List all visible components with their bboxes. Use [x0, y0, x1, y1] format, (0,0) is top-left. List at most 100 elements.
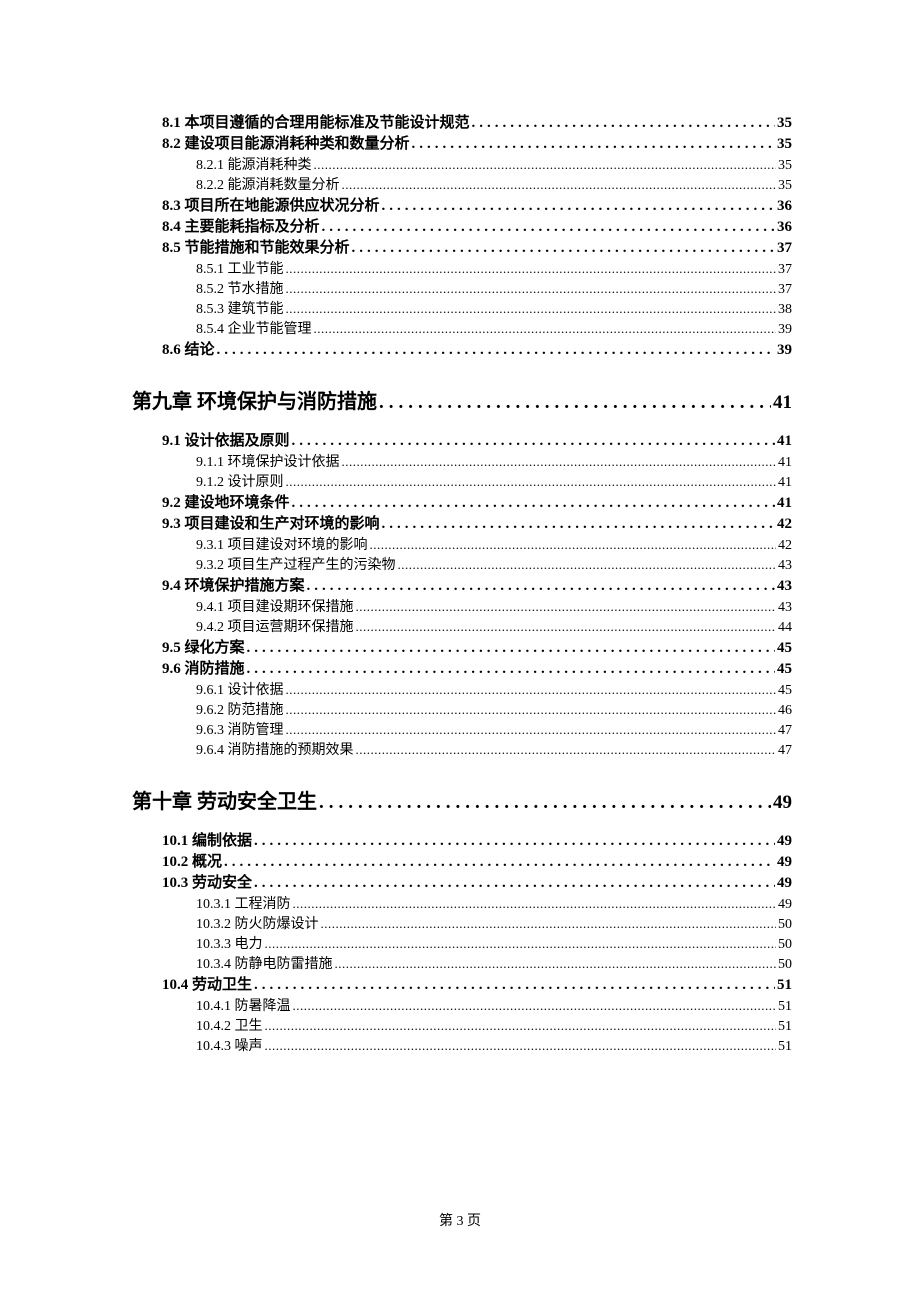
toc-entry-page: 51: [778, 1000, 792, 1014]
toc-entry-page: 49: [777, 855, 792, 870]
toc-entry: 10.3.3 电力...............................…: [196, 937, 792, 952]
toc-leader-dots: ........................................…: [314, 322, 777, 335]
toc-entry-page: 42: [778, 539, 792, 553]
toc-entry-label: 9.6.2 防范措施: [196, 704, 284, 718]
toc-leader-dots: ........................................…: [293, 999, 777, 1012]
toc-entry-label: 8.5 节能措施和节能效果分析: [162, 241, 350, 256]
toc-entry: 8.6 结论..................................…: [162, 343, 792, 358]
toc-entry: 9.1.2 设计原则..............................…: [196, 475, 792, 490]
toc-entry-label: 8.2.2 能源消耗数量分析: [196, 179, 340, 193]
toc-entry-page: 49: [777, 834, 792, 849]
toc-entry: 10.4.2 卫生...............................…: [196, 1019, 792, 1034]
toc-leader-dots: ........................................…: [307, 579, 775, 594]
toc-leader-dots: ........................................…: [342, 178, 777, 191]
toc-entry-label: 9.1 设计依据及原则: [162, 434, 290, 449]
toc-leader-dots: ........................................…: [382, 199, 775, 214]
toc-leader-dots: ........................................…: [356, 620, 777, 633]
toc-entry-page: 50: [778, 958, 792, 972]
toc-leader-dots: ........................................…: [412, 137, 775, 152]
toc-entry-page: 51: [778, 1040, 792, 1054]
toc-entry-label: 9.4.2 项目运营期环保措施: [196, 621, 354, 635]
toc-entry-page: 39: [778, 323, 792, 337]
toc-entry-page: 41: [778, 476, 792, 490]
toc-entry-page: 47: [778, 724, 792, 738]
toc-entry-label: 9.4 环境保护措施方案: [162, 579, 305, 594]
toc-entry: 9.6.1 设计依据..............................…: [196, 683, 792, 698]
toc-entry-page: 42: [777, 517, 792, 532]
toc-entry-label: 10.3 劳动安全: [162, 876, 252, 891]
toc-entry-page: 51: [777, 978, 792, 993]
toc-leader-dots: ........................................…: [265, 1039, 777, 1052]
toc-entry-label: 9.4.1 项目建设期环保措施: [196, 601, 354, 615]
toc-leader-dots: ........................................…: [319, 793, 771, 812]
toc-entry-label: 第九章 环境保护与消防措施: [132, 392, 377, 412]
toc-leader-dots: ........................................…: [321, 917, 777, 930]
toc-entry-page: 49: [778, 898, 792, 912]
toc-entry-page: 50: [778, 918, 792, 932]
toc-entry: 8.5.2 节水措施..............................…: [196, 282, 792, 297]
toc-entry-page: 39: [777, 343, 792, 358]
toc-entry-page: 47: [778, 744, 792, 758]
toc-leader-dots: ........................................…: [265, 1019, 777, 1032]
toc-entry-label: 9.3.2 项目生产过程产生的污染物: [196, 559, 396, 573]
toc-entry-label: 8.4 主要能耗指标及分析: [162, 220, 320, 235]
toc-entry: 10.3.4 防静电防雷措施..........................…: [196, 957, 792, 972]
toc-entry-page: 43: [777, 579, 792, 594]
toc-leader-dots: ........................................…: [293, 897, 777, 910]
toc-leader-dots: ........................................…: [247, 662, 775, 677]
toc-leader-dots: ........................................…: [292, 434, 775, 449]
toc-entry-label: 10.4 劳动卫生: [162, 978, 252, 993]
toc-entry-label: 9.6.3 消防管理: [196, 724, 284, 738]
toc-entry: 第十章 劳动安全卫生..............................…: [132, 792, 792, 812]
toc-entry: 8.2.1 能源消耗种类............................…: [196, 158, 792, 173]
toc-leader-dots: ........................................…: [314, 158, 777, 171]
toc-entry: 10.1 编制依据...............................…: [162, 834, 792, 849]
toc-entry-page: 45: [777, 641, 792, 656]
toc-entry-page: 41: [777, 434, 792, 449]
toc-leader-dots: ........................................…: [379, 393, 771, 412]
toc-entry: 9.1.1 环境保护设计依据..........................…: [196, 455, 792, 470]
toc-leader-dots: ........................................…: [342, 455, 777, 468]
toc-entry-page: 36: [777, 220, 792, 235]
toc-leader-dots: ........................................…: [286, 282, 777, 295]
toc-entry-page: 35: [777, 116, 792, 131]
toc-entry-label: 8.5.3 建筑节能: [196, 303, 284, 317]
toc-entry: 10.3.1 工程消防.............................…: [196, 897, 792, 912]
toc-entry: 9.4.1 项目建设期环保措施.........................…: [196, 600, 792, 615]
toc-entry-label: 10.3.4 防静电防雷措施: [196, 958, 333, 972]
toc-entry-label: 9.3 项目建设和生产对环境的影响: [162, 517, 380, 532]
toc-entry: 8.5.4 企业节能管理............................…: [196, 322, 792, 337]
toc-entry: 8.4 主要能耗指标及分析...........................…: [162, 220, 792, 235]
toc-entry: 9.4 环境保护措施方案............................…: [162, 579, 792, 594]
toc-leader-dots: ........................................…: [286, 683, 777, 696]
toc-leader-dots: ........................................…: [217, 343, 775, 358]
toc-entry-page: 45: [777, 662, 792, 677]
toc-leader-dots: ........................................…: [286, 475, 777, 488]
toc-entry-label: 9.6.1 设计依据: [196, 684, 284, 698]
toc-entry-page: 41: [773, 393, 792, 412]
toc-entry-label: 9.6 消防措施: [162, 662, 245, 677]
toc-entry: 9.6 消防措施................................…: [162, 662, 792, 677]
toc-entry-label: 10.3.2 防火防爆设计: [196, 918, 319, 932]
toc-leader-dots: ........................................…: [322, 220, 775, 235]
toc-leader-dots: ........................................…: [254, 978, 775, 993]
toc-entry: 8.2 建设项目能源消耗种类和数量分析.....................…: [162, 137, 792, 152]
toc-entry: 第九章 环境保护与消防措施...........................…: [132, 392, 792, 412]
toc-page: 8.1 本项目遵循的合理用能标准及节能设计规范.................…: [0, 0, 920, 1119]
toc-entry-label: 第十章 劳动安全卫生: [132, 792, 317, 812]
toc-leader-dots: ........................................…: [472, 116, 775, 131]
toc-leader-dots: ........................................…: [247, 641, 775, 656]
toc-entry-label: 8.2 建设项目能源消耗种类和数量分析: [162, 137, 410, 152]
toc-entry-label: 9.3.1 项目建设对环境的影响: [196, 539, 368, 553]
toc-entry-label: 8.2.1 能源消耗种类: [196, 159, 312, 173]
toc-entry-page: 43: [778, 559, 792, 573]
toc-entry-label: 8.1 本项目遵循的合理用能标准及节能设计规范: [162, 116, 470, 131]
toc-entry-label: 10.4.3 噪声: [196, 1040, 263, 1054]
toc-leader-dots: ........................................…: [292, 496, 775, 511]
toc-entry-label: 9.2 建设地环境条件: [162, 496, 290, 511]
toc-entry-label: 10.2 概况: [162, 855, 222, 870]
toc-entry-label: 8.5.1 工业节能: [196, 263, 284, 277]
toc-entry: 8.5.3 建筑节能..............................…: [196, 302, 792, 317]
toc-entry-label: 8.3 项目所在地能源供应状况分析: [162, 199, 380, 214]
toc-entry-page: 37: [778, 263, 792, 277]
